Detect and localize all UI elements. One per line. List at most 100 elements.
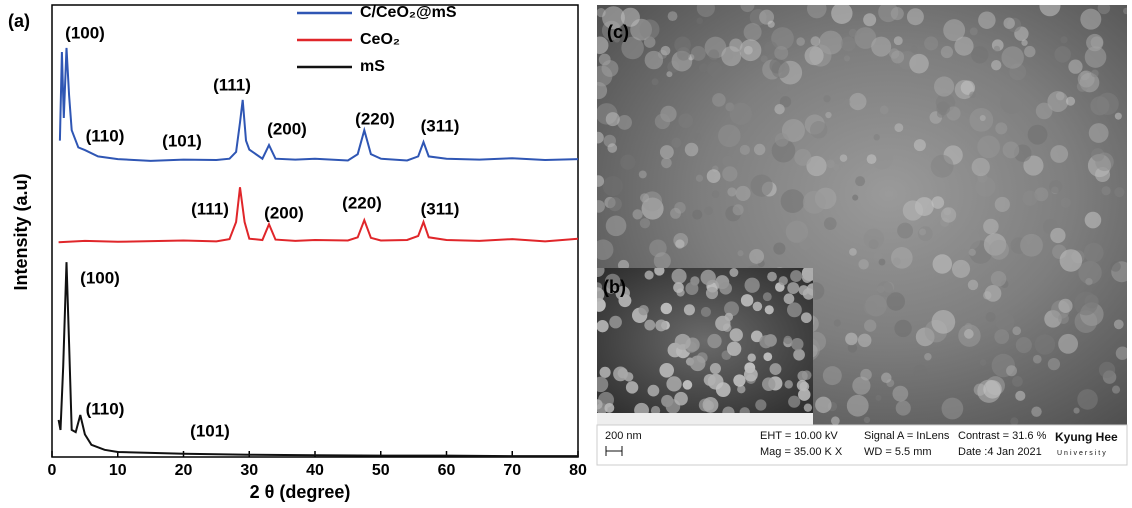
- peak-label: (220): [342, 193, 382, 212]
- grain: [1050, 145, 1068, 163]
- y-axis-label: Intensity (a.u): [11, 173, 31, 290]
- grain: [840, 154, 848, 162]
- inset-info-bar: [597, 413, 813, 425]
- particle: [592, 399, 602, 409]
- grain: [1021, 40, 1027, 46]
- grain: [1098, 2, 1110, 14]
- grain: [931, 155, 954, 178]
- grain: [694, 133, 701, 140]
- grain: [860, 369, 872, 381]
- grain: [894, 320, 911, 337]
- particle: [733, 374, 745, 386]
- particle: [797, 380, 808, 391]
- grain: [1096, 93, 1118, 115]
- grain: [1028, 125, 1048, 145]
- grain: [803, 191, 826, 214]
- grain: [733, 204, 744, 215]
- figure: (a) 2 θ (degree) Intensity (a.u) (c) (b)…: [0, 0, 1132, 503]
- grain: [774, 104, 784, 114]
- particle: [729, 268, 738, 277]
- particle: [804, 403, 812, 411]
- grain: [932, 196, 945, 209]
- grain: [918, 226, 933, 241]
- x-tick-label: 50: [372, 462, 390, 479]
- grain: [994, 46, 1000, 52]
- grain: [661, 158, 672, 169]
- grain: [1074, 292, 1098, 316]
- grain: [1115, 113, 1122, 120]
- grain: [924, 353, 931, 360]
- particle: [785, 380, 793, 388]
- info-text: WD = 5.5 mm: [864, 446, 932, 458]
- grain: [994, 329, 1009, 344]
- grain: [823, 95, 830, 102]
- grain: [712, 190, 720, 198]
- particle: [763, 292, 772, 301]
- grain: [864, 417, 870, 423]
- grain: [896, 401, 911, 416]
- grain: [1080, 9, 1101, 30]
- particle: [701, 307, 711, 317]
- series-line: [59, 262, 578, 456]
- grain: [1110, 261, 1120, 271]
- grain: [606, 216, 627, 237]
- grain: [933, 254, 952, 273]
- grain: [1006, 365, 1017, 376]
- particle: [675, 334, 691, 350]
- grain: [914, 139, 926, 151]
- particle: [604, 403, 614, 413]
- grain: [645, 51, 663, 69]
- grain: [863, 13, 876, 26]
- grain: [1085, 46, 1107, 68]
- particle: [626, 381, 638, 393]
- grain: [1056, 92, 1065, 101]
- grain: [970, 27, 978, 35]
- grain: [712, 93, 726, 107]
- grain: [936, 101, 950, 115]
- grain: [867, 154, 877, 164]
- grain: [943, 19, 965, 41]
- particle: [593, 377, 609, 393]
- peak-label: (220): [355, 109, 395, 128]
- grain: [729, 39, 742, 52]
- grain: [608, 197, 622, 211]
- grain: [941, 207, 956, 222]
- grain: [592, 200, 605, 213]
- sem-micrograph: (c) (b) 200 nm EHT = 10.00 kV Mag = 35.0…: [587, 0, 1132, 465]
- grain: [844, 55, 850, 61]
- grain: [749, 249, 764, 264]
- peak-label: (311): [421, 199, 460, 218]
- grain: [761, 55, 768, 62]
- grain: [880, 106, 889, 115]
- grain: [892, 386, 908, 402]
- grain: [1024, 46, 1035, 57]
- particle: [784, 336, 792, 344]
- peak-label: (100): [80, 268, 120, 287]
- grain: [1068, 60, 1082, 74]
- grain: [831, 3, 852, 24]
- grain: [941, 46, 953, 58]
- legend-label: C/CeO₂@mS: [360, 4, 457, 21]
- grain: [708, 49, 719, 60]
- brand-sub: University: [1057, 450, 1108, 457]
- grain: [1112, 386, 1120, 394]
- grain: [668, 11, 678, 21]
- grain: [736, 186, 751, 201]
- scale-label: 200 nm: [605, 430, 642, 442]
- grain: [772, 60, 790, 78]
- particle: [685, 282, 698, 295]
- particle: [791, 338, 803, 350]
- grain: [603, 176, 623, 196]
- grain: [796, 37, 805, 46]
- particle: [790, 270, 802, 282]
- grain: [738, 250, 744, 256]
- grain: [1066, 97, 1075, 106]
- grain: [825, 112, 831, 118]
- grain: [855, 176, 865, 186]
- grain: [823, 366, 842, 385]
- grain: [685, 143, 699, 157]
- grain: [903, 200, 923, 220]
- grain: [781, 189, 805, 213]
- particle: [600, 367, 611, 378]
- grain: [593, 239, 614, 260]
